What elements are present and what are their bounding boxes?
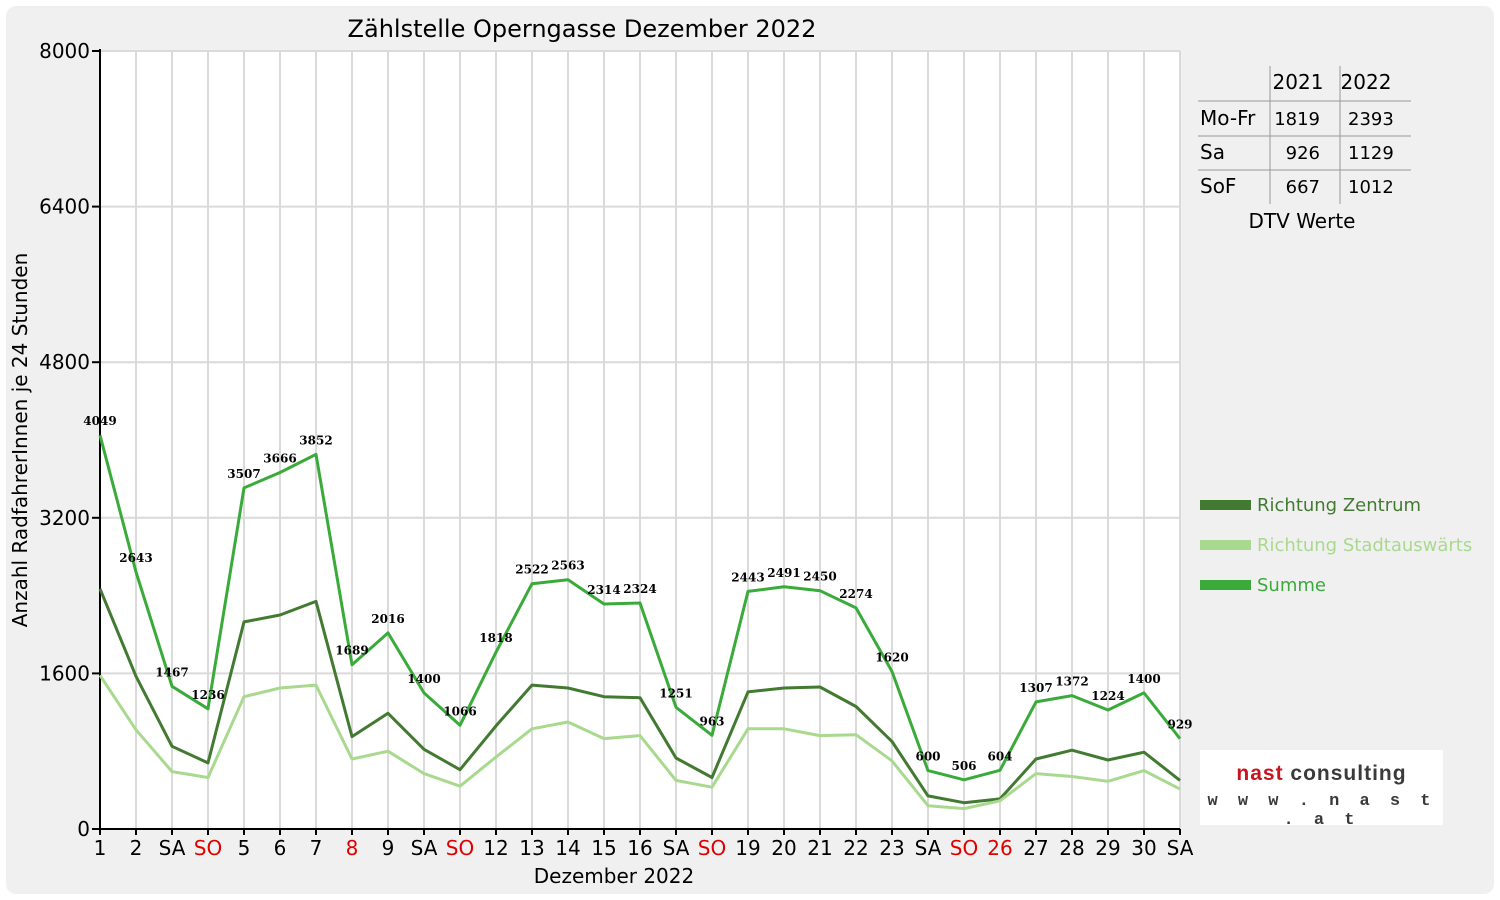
x-tick-label: SO [446,836,474,860]
data-label: 2643 [119,551,152,565]
legend-swatch [1200,540,1251,550]
x-tick-label: 16 [627,836,652,860]
x-tick-label: 6 [274,836,287,860]
y-tick-label: 1600 [39,661,90,685]
data-label: 3852 [299,433,332,447]
x-tick-label: SA [411,836,438,860]
y-tick-label: 8000 [39,39,90,63]
legend-label: Richtung Stadtauswärts [1257,535,1472,556]
x-tick-label: 26 [987,836,1012,860]
data-label: 2491 [767,566,800,580]
data-label: 1307 [1019,681,1052,695]
y-tick-label: 6400 [39,195,90,219]
x-tick-label: SA [159,836,186,860]
table-cell-2021: 667 [1286,177,1320,198]
legend-swatch [1200,500,1251,510]
x-tick-label: 27 [1023,836,1048,860]
x-tick-label: SA [663,836,690,860]
logo-url: w w w . n a s t . a t [1207,792,1436,830]
x-tick-label: 22 [843,836,868,860]
x-tick-label: 8 [346,836,359,860]
table-row-label: Mo-Fr [1200,106,1256,130]
series-line-summe [98,434,1182,782]
data-label: 2563 [551,559,584,573]
table-header: 2021 [1273,70,1324,94]
table-header: 2022 [1341,70,1392,94]
x-tick-label: SA [1167,836,1194,860]
logo-word-consulting: consulting [1290,762,1407,785]
data-label: 1400 [407,672,440,686]
data-label: 1224 [1091,689,1124,703]
table-cell-2021: 1819 [1274,109,1320,130]
data-label: 2450 [803,570,836,584]
data-label: 929 [1167,718,1192,732]
y-tick-label: 0 [77,817,90,841]
data-label: 1372 [1055,675,1088,689]
x-tick-label: 23 [879,836,904,860]
nast-consulting-logo: nast consulting w w w . n a s t . a t [1200,750,1443,830]
x-tick-label: 28 [1059,836,1084,860]
y-axis-title: Anzahl RadfahrerInnen je 24 Stunden [8,253,32,628]
y-tick-label: 3200 [39,506,90,530]
x-tick-label: 9 [382,836,395,860]
x-tick-label: 14 [555,836,580,860]
x-tick-label: SO [194,836,222,860]
data-label: 1467 [155,665,188,679]
chart-title: Zählstelle Operngasse Dezember 2022 [348,15,817,43]
x-tick-label: 7 [310,836,323,860]
table-cell-2022: 2393 [1348,109,1394,130]
data-label: 3666 [263,451,296,465]
data-label: 2324 [623,582,656,596]
data-label: 4049 [83,414,116,428]
series-line-richtung-stadtausw-rts [98,674,1181,811]
data-label: 1066 [443,704,476,718]
legend-label: Richtung Zentrum [1257,495,1421,516]
data-label: 604 [987,749,1012,763]
x-tick-label: 30 [1131,836,1156,860]
data-label: 3507 [227,467,260,481]
x-tick-label: 19 [735,836,760,860]
x-tick-label: 5 [238,836,251,860]
x-tick-label: 13 [519,836,544,860]
logo-word-nast: nast [1236,762,1284,785]
data-label: 2314 [587,583,620,597]
data-label: 1620 [875,650,908,664]
data-label: 1818 [479,631,512,645]
table-row-label: Sa [1200,140,1225,164]
x-tick-label: 1 [94,836,107,860]
legend-swatch [1200,580,1251,590]
x-axis-title: Dezember 2022 [534,864,694,888]
y-tick-label: 4800 [39,350,90,374]
x-tick-label: SA [915,836,942,860]
x-tick-label: 12 [483,836,508,860]
x-tick-label: SO [950,836,978,860]
data-label: 1689 [335,644,368,658]
data-label: 2443 [731,570,764,584]
data-label: 2522 [515,563,548,577]
x-tick-label: 29 [1095,836,1120,860]
table-cell-2022: 1012 [1348,177,1394,198]
legend-label: Summe [1257,575,1326,596]
series-line-richtung-zentrum [98,588,1181,805]
x-tick-label: 2 [130,836,143,860]
table-caption: DTV Werte [1249,209,1356,233]
x-tick-label: SO [698,836,726,860]
table-cell-2022: 1129 [1348,143,1394,164]
data-label: 2016 [371,612,404,626]
data-label: 1400 [1127,672,1160,686]
table-cell-2021: 926 [1286,143,1320,164]
x-tick-label: 21 [807,836,832,860]
logo-name: nast consulting [1200,762,1443,786]
data-label: 2274 [839,587,872,601]
data-label: 1251 [659,686,692,700]
data-label: 600 [915,750,940,764]
x-tick-label: 15 [591,836,616,860]
data-label: 1236 [191,688,224,702]
x-tick-label: 20 [771,836,796,860]
data-label: 963 [699,714,724,728]
table-row-label: SoF [1200,174,1236,198]
data-label: 506 [951,759,976,773]
